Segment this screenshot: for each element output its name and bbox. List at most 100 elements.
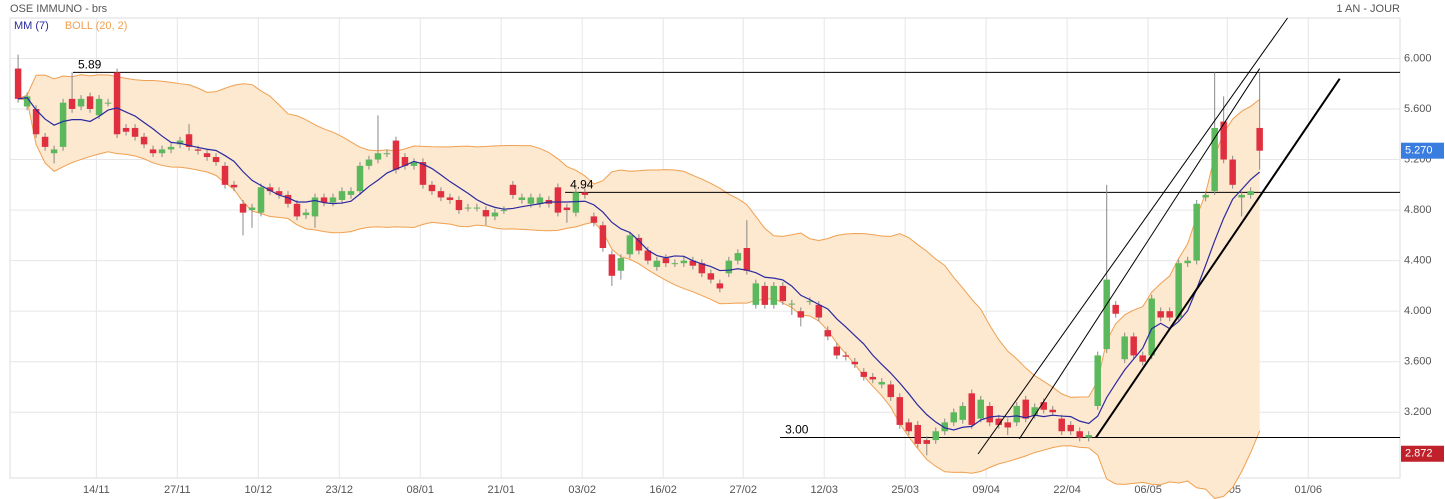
candle-body (617, 258, 625, 271)
candle-body (698, 263, 706, 274)
candle-body (671, 263, 679, 265)
candle-body (824, 330, 832, 337)
candle-body (797, 311, 805, 318)
x-tick-label: 27/11 (164, 484, 191, 496)
candle-body (221, 165, 229, 185)
candle-body (1148, 298, 1155, 356)
candle-body (302, 212, 310, 216)
candle-body (23, 96, 31, 107)
candle-body (959, 405, 966, 420)
candle-body (1184, 260, 1191, 264)
candle-body (608, 254, 616, 276)
candle-body (41, 136, 49, 147)
candle-body (464, 207, 472, 209)
y-tick-label: 6.000 (1404, 52, 1432, 64)
candle-body (239, 203, 247, 213)
candle-body (1103, 279, 1110, 350)
candle-body (59, 102, 67, 147)
candle-body (437, 191, 445, 198)
candle-body (1013, 405, 1020, 423)
candle-body (869, 376, 877, 380)
candle-body (149, 149, 157, 154)
trend-line (1095, 78, 1341, 439)
candle-body (833, 346, 841, 356)
candle-body (1085, 435, 1092, 438)
candle-body (185, 134, 193, 147)
candle-body (248, 207, 256, 211)
candle-body (473, 207, 481, 209)
x-tick-label: 22/04 (1053, 484, 1081, 496)
x-tick-label: 27/02 (729, 484, 757, 496)
candle-body (1067, 424, 1074, 432)
candle-body (158, 149, 166, 154)
y-tick-label: 4.400 (1404, 255, 1432, 267)
trend-line (1019, 68, 1261, 440)
x-tick-label: 08/01 (406, 484, 434, 496)
candle-body (1166, 311, 1173, 318)
candle-body (680, 260, 688, 264)
candle-body (113, 72, 121, 135)
candle-body (590, 216, 598, 223)
level-label: 4.94 (570, 178, 594, 192)
candle-body (122, 127, 130, 132)
candle-body (68, 98, 76, 109)
candle-body (1058, 418, 1065, 432)
candle-body (770, 285, 778, 305)
candle-body (842, 355, 850, 357)
candle-body (1139, 355, 1146, 362)
candle-body (95, 98, 103, 116)
candle-body (275, 191, 283, 195)
candle-body (293, 203, 301, 217)
candle-body (761, 285, 769, 305)
candle-body (428, 184, 436, 192)
candle-body (1004, 422, 1011, 428)
y-tick-label: 4.800 (1404, 204, 1432, 216)
candle-body (374, 153, 382, 160)
candle-body (554, 187, 562, 213)
period-label: 1 AN - JOUR (1336, 3, 1400, 15)
candle-body (923, 440, 931, 444)
candle-body (932, 431, 940, 441)
x-tick-label: 09/04 (972, 484, 1000, 496)
candle-body (752, 283, 760, 305)
candle-body (572, 192, 580, 213)
candle-body (1076, 431, 1083, 438)
price-tag (1401, 142, 1444, 159)
candle-body (14, 68, 22, 99)
candle-body (104, 102, 112, 104)
candle-body (1112, 304, 1119, 314)
y-tick-label: 3.200 (1404, 406, 1432, 418)
candle-body (1121, 336, 1128, 360)
x-tick-label: 25/03 (891, 484, 919, 496)
candle-body (851, 361, 859, 365)
candle-body (1175, 263, 1182, 318)
candle-body (347, 191, 355, 195)
candle-body (905, 422, 913, 432)
candle-body (1049, 409, 1056, 413)
bollinger-band (18, 74, 1260, 499)
candle-body (662, 258, 670, 264)
candle-body (383, 153, 391, 155)
candle-body (725, 260, 733, 274)
candle-body (86, 96, 94, 109)
candle-body (1040, 402, 1047, 410)
candle-body (410, 162, 418, 166)
candle-body (878, 381, 886, 385)
candle-body (968, 393, 975, 425)
candle-body (743, 248, 751, 271)
x-tick-label: 01/06 (1294, 484, 1322, 496)
candle-body (140, 136, 148, 145)
y-tick-label: 4.000 (1404, 305, 1432, 317)
candle-body (509, 184, 517, 195)
candle-body (887, 384, 895, 398)
candle-body (446, 197, 454, 200)
candle-body (1229, 159, 1236, 185)
candle-body (284, 194, 292, 204)
x-tick-label: 03/02 (568, 484, 596, 496)
candle-body (581, 192, 589, 195)
candle-body (653, 260, 661, 267)
candle-body (716, 283, 724, 289)
candle-body (536, 197, 544, 204)
candle-body (32, 108, 40, 135)
candle-body (914, 424, 922, 444)
